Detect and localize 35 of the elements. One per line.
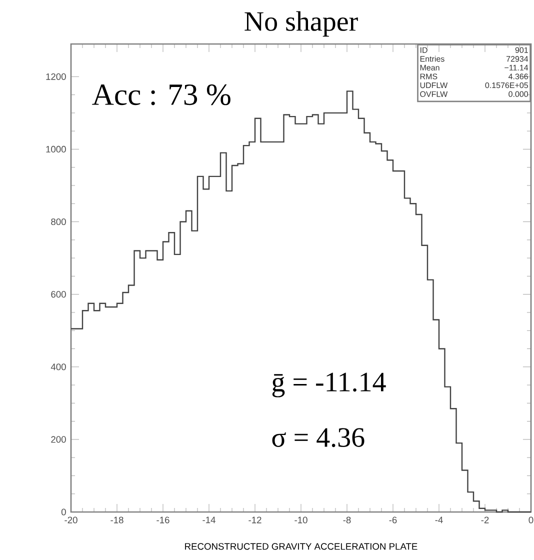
x-tick-label: -6: [389, 516, 397, 524]
x-tick-label: -12: [248, 516, 262, 524]
x-tick-label: -18: [110, 516, 124, 524]
annotation: ḡ = -11.14: [272, 372, 386, 398]
x-tick-label: -2: [481, 516, 489, 524]
annotation: Entries: [420, 56, 444, 62]
y-tick-label: 800: [51, 218, 66, 226]
annotation: 901: [515, 47, 528, 53]
y-tick-label: 600: [51, 291, 66, 298]
x-tick-label: -14: [202, 516, 216, 524]
x-axis-title: RECONSTRUCTED GRAVITY ACCELERATION PLATE: [185, 543, 418, 550]
y-tick-label: 1200: [46, 73, 66, 80]
annotation: 72934: [506, 56, 528, 62]
annotation: UDFLW: [420, 82, 448, 88]
annotation: −11.14: [504, 64, 528, 70]
x-tick-label: 0: [528, 516, 534, 524]
annotation: OVFLW: [420, 91, 448, 97]
x-tick-label: -8: [343, 516, 351, 524]
annotation: Mean: [420, 64, 440, 71]
y-tick-label: 0: [61, 508, 66, 516]
annotation: σ = 4.36: [272, 428, 364, 448]
x-tick-label: -10: [294, 516, 308, 524]
annotation: RMS: [420, 74, 438, 80]
y-tick-label: 200: [51, 436, 66, 443]
annotation: 0.000: [508, 91, 528, 97]
annotation: Acc : 73 %: [92, 84, 230, 106]
y-tick-label: 400: [50, 364, 66, 370]
x-tick-label: -20: [64, 516, 78, 524]
x-tick-label: -16: [156, 516, 170, 524]
x-tick-label: -4: [435, 516, 443, 524]
y-tick-label: 1000: [46, 146, 66, 153]
annotation: ID: [420, 47, 428, 53]
annotation: 0.1576E+05: [485, 82, 528, 88]
chart-title: No shaper: [244, 11, 358, 37]
annotation: 4.366: [508, 74, 528, 80]
